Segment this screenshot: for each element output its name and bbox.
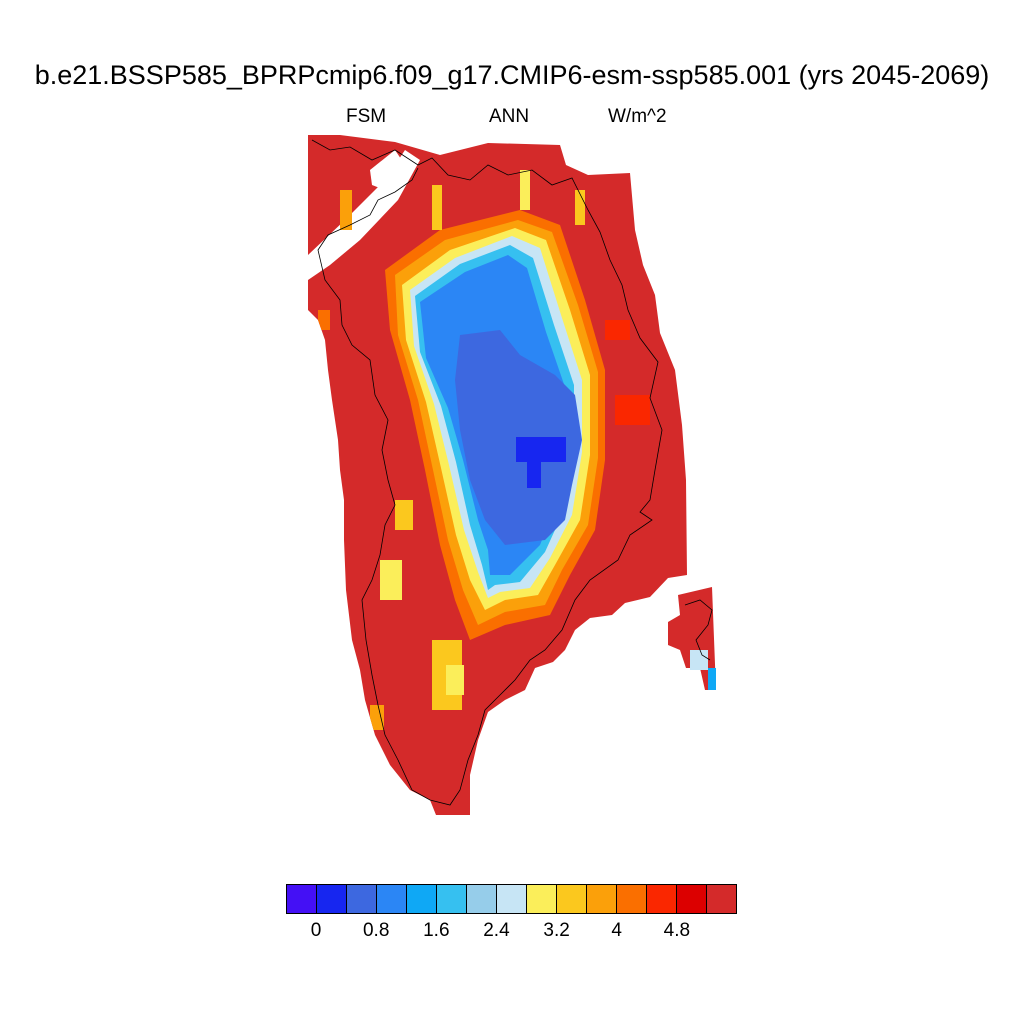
colorbar-tick-label: 0.8 (362, 920, 390, 941)
colorbar-box (287, 885, 317, 913)
colorbar-box (347, 885, 377, 913)
season-label: ANN (489, 106, 530, 127)
colorbar-box (407, 885, 437, 913)
colorbar-box (437, 885, 467, 913)
units-label: W/m^2 (608, 106, 667, 127)
colorbar-box (557, 885, 587, 913)
colorbar (286, 884, 737, 914)
colorbar-box (527, 885, 557, 913)
colorbar-tick-label: 3.2 (543, 920, 570, 941)
island-blue-cell (708, 668, 716, 690)
variable-label: FSM (346, 106, 387, 127)
colorbar-box (707, 885, 736, 913)
colorbar-tick-label: 1.6 (423, 920, 450, 941)
colorbar-box (467, 885, 497, 913)
colorbar-box (677, 885, 707, 913)
colorbar-tick-label: 4 (611, 920, 623, 941)
colorbar-box (617, 885, 647, 913)
colorbar-box (647, 885, 677, 913)
colorbar-labels: 0 0.8 1.6 2.4 3.2 4 4.8 (0, 920, 1024, 944)
colorbar-tick-label: 0 (310, 920, 322, 941)
interior-field (318, 170, 650, 730)
colorbar-box (317, 885, 347, 913)
colorbar-box (377, 885, 407, 913)
nw-gap-small (370, 150, 405, 190)
island-coastline (684, 599, 713, 661)
colorbar-tick-label: 2.4 (483, 920, 510, 941)
plot-title: b.e21.BSSP585_BPRPcmip6.f09_g17.CMIP6-es… (34, 60, 990, 90)
colorbar-tick-label: 4.8 (663, 920, 691, 941)
coastline (311, 139, 663, 806)
island-light-cell (690, 650, 708, 670)
colorbar-box (497, 885, 527, 913)
colorbar-box (587, 885, 617, 913)
nw-gap (308, 150, 420, 280)
